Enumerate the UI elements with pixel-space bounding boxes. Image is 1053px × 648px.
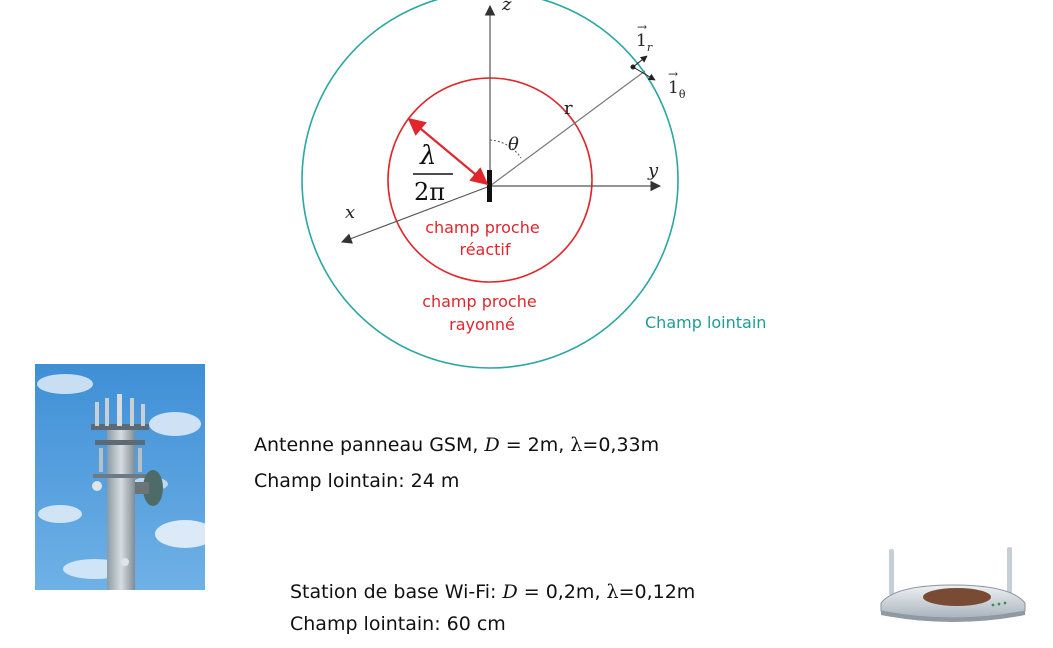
gsm-lambda-symbol: λ	[570, 434, 583, 456]
near-radiating-label: champ proche rayonné	[422, 292, 542, 334]
radius-label: r	[564, 98, 573, 119]
theta-arc	[489, 139, 522, 159]
wifi-lambda-value: =0,12m	[618, 581, 696, 603]
wifi-far-field: Champ lointain: 60 cm	[290, 613, 506, 635]
unit-theta-vector	[632, 66, 656, 81]
wifi-d-symbol: D	[502, 581, 518, 603]
wifi-prefix: Station de base Wi-Fi:	[290, 581, 503, 603]
wifi-router-photo	[880, 547, 1026, 622]
far-field-circle	[301, 0, 679, 369]
gsm-far-field: Champ lointain: 24 m	[254, 470, 460, 492]
theta-label: θ	[508, 134, 519, 155]
lambda-numerator: λ	[419, 141, 436, 171]
field-regions-diagram: z y x r θ 1r → 1θ → λ 2π champ proche ré…	[301, 0, 766, 369]
gsm-antenna-spec: Antenne panneau GSM, D = 2m, λ=0,33m	[254, 434, 659, 456]
unit-theta-label: 1θ	[668, 78, 686, 101]
gsm-tower-photo	[35, 364, 205, 590]
unit-theta-arrow-glyph: →	[668, 67, 678, 81]
near-reactive-label: champ proche réactif	[425, 218, 545, 259]
unit-r-label: 1r	[636, 31, 653, 54]
lambda-denominator: 2π	[414, 178, 445, 206]
gsm-prefix: Antenne panneau GSM,	[254, 434, 485, 456]
lambda-radius-arrow	[407, 117, 489, 186]
radius-line	[489, 70, 646, 187]
wifi-station-spec: Station de base Wi-Fi: D = 0,2m, λ=0,12m	[290, 581, 695, 603]
dipole-antenna	[487, 170, 492, 202]
wifi-d-value: = 0,2m,	[517, 581, 607, 603]
gsm-d-value: = 2m,	[499, 434, 571, 456]
z-axis-label: z	[501, 0, 512, 15]
unit-r-arrow-glyph: →	[637, 20, 647, 34]
x-axis-label: x	[345, 202, 355, 223]
x-axis	[340, 185, 491, 244]
far-field-label: Champ lointain	[645, 313, 766, 332]
y-axis-label: y	[647, 160, 659, 181]
gsm-lambda-value: =0,33m	[582, 434, 660, 456]
gsm-d-symbol: D	[484, 434, 500, 456]
unit-r-vector	[632, 55, 648, 68]
wifi-lambda-symbol: λ	[606, 581, 619, 603]
